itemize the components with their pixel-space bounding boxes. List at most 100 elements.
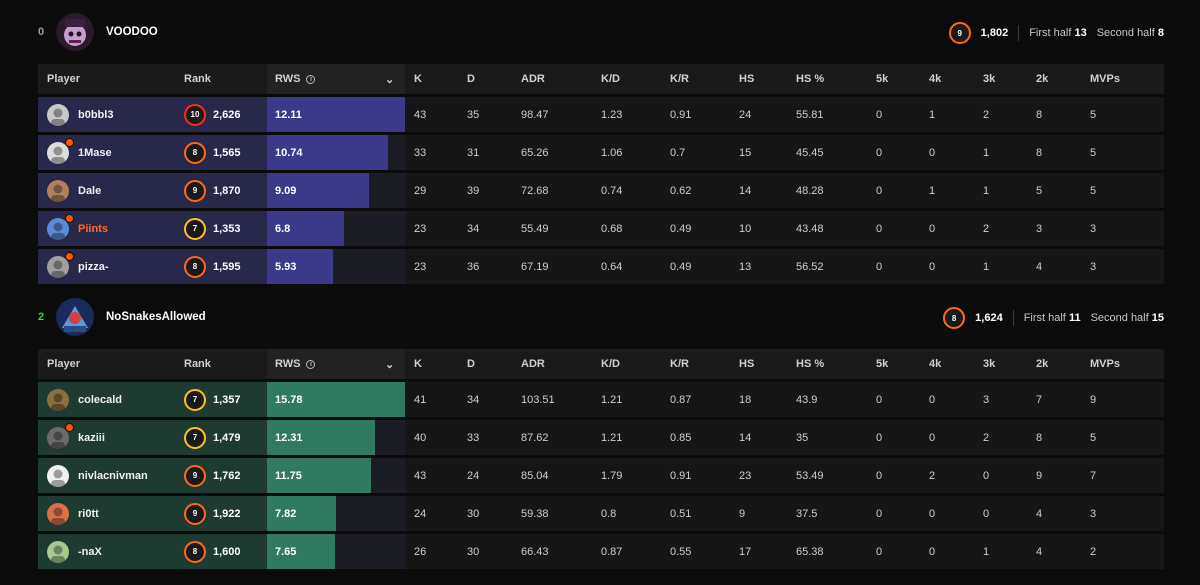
stat-k3: 1 (983, 260, 990, 273)
player-name[interactable]: -naX (78, 545, 102, 558)
stat-hs: 14 (739, 431, 752, 444)
column-header-player[interactable]: Player (47, 64, 80, 94)
column-header-k3[interactable]: 3k (983, 64, 995, 94)
column-header-d[interactable]: D (467, 349, 475, 379)
player-cell[interactable]: -naX (47, 534, 102, 569)
column-header-player[interactable]: Player (47, 349, 80, 379)
table-row[interactable]: 1Mase 8 1,565 10.74 33 31 65.26 1.06 0.7 15 45.45 0… (38, 135, 1164, 170)
rank-cell: 7 1,357 (184, 382, 241, 417)
column-header-k2[interactable]: 2k (1036, 64, 1048, 94)
player-avatar[interactable] (47, 103, 69, 126)
player-cell[interactable]: Dale (47, 173, 101, 208)
player-name[interactable]: b0bbl3 (78, 108, 114, 121)
player-avatar[interactable] (47, 255, 69, 278)
table-row[interactable]: ri0tt 9 1,922 7.82 24 30 59.38 0.8 0.51 9 37.5 0 0 0 4… (38, 496, 1164, 531)
player-avatar[interactable] (47, 502, 69, 525)
stat-k: 43 (414, 108, 427, 121)
player-cell[interactable]: colecald (47, 382, 122, 417)
player-name[interactable]: colecald (78, 393, 123, 406)
rws-bar-fill (267, 211, 345, 246)
column-header-hsp[interactable]: HS % (796, 349, 824, 379)
stats-table: Player Rank RWS i K D ADR K/D K/R HS HS % 5k 4k 3k 2k M… (38, 64, 1164, 287)
column-header-hsp[interactable]: HS % (796, 64, 824, 94)
stat-k4: 1 (929, 184, 936, 197)
player-cell[interactable]: Piints (47, 211, 108, 246)
column-header-label: Player (47, 358, 81, 370)
column-header-adr[interactable]: ADR (521, 349, 545, 379)
chevron-down-icon[interactable]: ⌄ (385, 358, 395, 371)
column-header-hs[interactable]: HS (739, 64, 754, 94)
player-name[interactable]: Dale (78, 184, 102, 197)
player-avatar[interactable] (47, 388, 69, 411)
column-header-kr[interactable]: K/R (670, 349, 689, 379)
column-header-k5[interactable]: 5k (876, 349, 888, 379)
player-cell[interactable]: 1Mase (47, 135, 112, 170)
column-header-k[interactable]: K (414, 349, 422, 379)
player-cell[interactable]: b0bbl3 (47, 97, 113, 132)
player-cell[interactable]: ri0tt (47, 496, 99, 531)
stat-kr: 0.49 (670, 260, 692, 273)
team-avatar[interactable] (56, 298, 94, 336)
player-avatar[interactable] (47, 179, 69, 202)
column-header-k4[interactable]: 4k (929, 64, 941, 94)
column-header-k[interactable]: K (414, 64, 422, 94)
team-name[interactable]: VOODOO (106, 26, 158, 38)
rws-bar-fill (267, 97, 405, 132)
rank-cell: 8 1,600 (184, 534, 241, 569)
player-avatar[interactable] (47, 141, 69, 164)
stat-k4: 0 (929, 431, 936, 444)
chevron-down-icon[interactable]: ⌄ (385, 73, 395, 86)
column-header-mvps[interactable]: MVPs (1090, 349, 1120, 379)
player-name[interactable]: 1Mase (78, 146, 112, 159)
column-header-d[interactable]: D (467, 64, 475, 94)
player-avatar[interactable] (47, 540, 69, 563)
player-name[interactable]: Piints (78, 222, 108, 235)
player-name[interactable]: pizza- (78, 260, 109, 273)
column-header-hs[interactable]: HS (739, 349, 754, 379)
column-header-mvps[interactable]: MVPs (1090, 64, 1120, 94)
table-row[interactable]: colecald 7 1,357 15.78 41 34 103.51 1.21 0.87 18 4… (38, 382, 1164, 417)
column-header-adr[interactable]: ADR (521, 64, 545, 94)
stat-k5: 0 (876, 260, 883, 273)
table-row[interactable]: pizza- 8 1,595 5.93 23 36 67.19 0.64 0.49 13 56.52… (38, 249, 1164, 284)
column-header-rank[interactable]: Rank (184, 349, 211, 379)
column-header-k2[interactable]: 2k (1036, 349, 1048, 379)
column-header-kr[interactable]: K/R (670, 64, 689, 94)
elo-value: 1,565 (213, 146, 241, 159)
avg-level-value: 8 (951, 313, 957, 323)
stats-table: Player Rank RWS i K D ADR K/D K/R HS HS % 5k 4k 3k 2k M… (38, 349, 1164, 572)
player-name[interactable]: ri0tt (78, 507, 99, 520)
player-name[interactable]: kaziii (78, 431, 105, 444)
player-avatar[interactable] (47, 426, 69, 449)
table-header-row: Player Rank RWS i K D ADR K/D K/R HS HS % 5k 4k 3k 2k M… (38, 64, 1164, 94)
player-name[interactable]: nivlacnivman (78, 469, 148, 482)
column-header-kd[interactable]: K/D (601, 349, 620, 379)
stat-k3: 1 (983, 545, 990, 558)
team-name[interactable]: NoSnakesAllowed (106, 311, 206, 323)
player-cell[interactable]: nivlacnivman (47, 458, 148, 493)
column-header-k4[interactable]: 4k (929, 349, 941, 379)
rws-bar-track (267, 135, 405, 170)
column-header-kd[interactable]: K/D (601, 64, 620, 94)
player-avatar[interactable] (47, 217, 69, 240)
table-row[interactable]: Dale 9 1,870 9.09 29 39 72.68 0.74 0.62 14 48.28 0 1… (38, 173, 1164, 208)
info-icon[interactable]: i (306, 74, 316, 84)
skill-level-value: 7 (192, 433, 198, 442)
player-avatar[interactable] (47, 464, 69, 487)
column-header-rws[interactable]: RWS i (275, 349, 316, 379)
column-header-k3[interactable]: 3k (983, 349, 995, 379)
column-header-k5[interactable]: 5k (876, 64, 888, 94)
info-icon[interactable]: i (306, 359, 316, 369)
table-row[interactable]: -naX 8 1,600 7.65 26 30 66.43 0.87 0.55 17 65.38 0 0… (38, 534, 1164, 569)
player-cell[interactable]: kaziii (47, 420, 105, 455)
table-row[interactable]: nivlacnivman 9 1,762 11.75 43 24 85.04 1.79 0.91… (38, 458, 1164, 493)
team-header: 2 NoSnakesAllowed 8 1,624 First half 11 Secon… (0, 297, 1200, 337)
stat-hsp: 37.5 (796, 507, 818, 520)
column-header-rws[interactable]: RWS i (275, 64, 316, 94)
table-row[interactable]: b0bbl3 10 2,626 12.11 43 35 98.47 1.23 0.91 24 55.… (38, 97, 1164, 132)
table-row[interactable]: Piints 7 1,353 6.8 23 34 55.49 0.68 0.49 10 43.48 0… (38, 211, 1164, 246)
player-cell[interactable]: pizza- (47, 249, 109, 284)
column-header-rank[interactable]: Rank (184, 64, 211, 94)
table-row[interactable]: kaziii 7 1,479 12.31 40 33 87.62 1.21 0.85 14 35 0 0… (38, 420, 1164, 455)
team-avatar[interactable] (56, 13, 94, 51)
